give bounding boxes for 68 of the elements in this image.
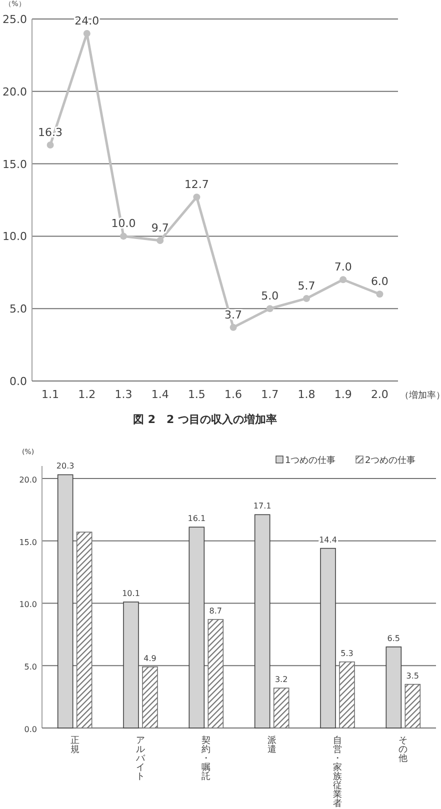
x-tick-label: 契約・嘱託: [202, 735, 211, 782]
data-label: 10.0: [111, 217, 136, 230]
x-tick-label: アルバイト: [135, 736, 146, 782]
y-tick-label: 5.0: [10, 302, 27, 316]
bar: [273, 688, 290, 728]
bar: [57, 474, 74, 728]
y-tick-label: 20.0: [2, 85, 27, 98]
data-label: 3.7: [224, 308, 242, 322]
text: 図 2 2 つ目の収入の増加率: [133, 413, 277, 426]
x-tick-label: 1.3: [114, 388, 132, 401]
y-tick-label: 5.0: [24, 662, 37, 672]
data-label: 12.7: [184, 178, 209, 192]
x-tick-label: 1.4: [151, 388, 169, 401]
legend-label: 1つめの仕事: [285, 455, 336, 466]
data-label: 5.0: [261, 290, 279, 303]
data-label: 6.5: [387, 634, 400, 643]
data-label: 3.2: [274, 675, 288, 684]
x-tick-label: 1.5: [188, 388, 206, 401]
x-tick-label: 自営・家族従業者: [333, 735, 342, 809]
x-tick-label: 1.7: [261, 388, 279, 401]
x-tick-label: 正規: [70, 736, 80, 755]
data-label: 9.7: [151, 222, 169, 235]
x-tick-label: 1.2: [78, 388, 96, 401]
bar: [188, 526, 205, 728]
bar: [386, 646, 402, 728]
y-tick-label: 10.0: [2, 230, 27, 244]
point: [83, 30, 90, 37]
y-tick-label: 0.0: [10, 375, 27, 388]
bar: [123, 602, 139, 728]
x-tick-label: 1.6: [224, 388, 242, 401]
legend-label: 2つめの仕事: [365, 455, 416, 466]
data-label: 7.0: [334, 260, 352, 274]
y-tick-label: 15.0: [19, 538, 37, 547]
y-tick-label: 10.0: [19, 600, 37, 610]
point: [120, 232, 127, 240]
bar: [254, 514, 270, 728]
bar: [404, 684, 421, 728]
data-label: 6.0: [370, 275, 388, 288]
data-label: 3.5: [406, 671, 420, 680]
point: [230, 324, 237, 331]
x-tick-label: その他: [398, 736, 408, 764]
x-tick-label: 1.1: [42, 388, 60, 401]
x-tick-label: 1.9: [334, 388, 352, 401]
y-tick-label: 15.0: [2, 158, 27, 171]
data-label: 20.3: [56, 462, 74, 471]
y-tick-label: 25.0: [2, 13, 27, 26]
point: [340, 276, 347, 284]
data-label: 16.3: [38, 126, 63, 139]
point: [303, 294, 310, 302]
data-label: 5.7: [298, 279, 316, 292]
y-tick-label: 0.0: [24, 725, 37, 734]
point: [376, 290, 384, 298]
data-label: 10.1: [122, 588, 140, 598]
y-tick-label: 20.0: [19, 475, 37, 484]
point: [46, 141, 54, 148]
point: [156, 237, 164, 244]
data-label: 17.1: [253, 502, 272, 511]
data-label: 16.1: [188, 514, 206, 524]
point: [193, 194, 200, 201]
bar: [320, 548, 336, 728]
data-label: 5.3: [340, 648, 354, 658]
data-label: 4.9: [144, 654, 156, 663]
x-axis-title: （増加率）: [400, 390, 441, 401]
x-tick-label: 派遣: [267, 735, 276, 755]
x-tick-label: 1.8: [298, 388, 316, 401]
x-tick-label: 2.0: [370, 388, 388, 401]
point: [266, 305, 274, 312]
data-label: 8.7: [209, 606, 222, 616]
